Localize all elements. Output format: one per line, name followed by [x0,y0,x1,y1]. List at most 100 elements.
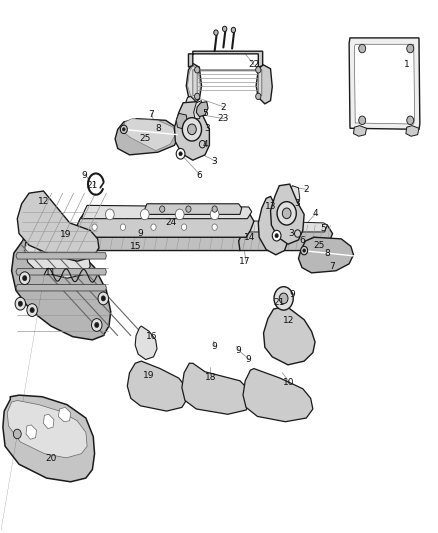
Circle shape [214,30,218,35]
Polygon shape [76,211,254,237]
Text: 3: 3 [294,199,300,208]
Polygon shape [406,126,419,136]
Polygon shape [7,400,87,458]
Circle shape [279,293,288,304]
Polygon shape [16,253,106,259]
Polygon shape [135,326,157,360]
Text: 14: 14 [244,233,255,242]
Text: 2: 2 [304,185,309,194]
Circle shape [194,93,200,100]
Circle shape [300,246,307,255]
Circle shape [407,116,414,125]
Text: 23: 23 [218,114,229,123]
Circle shape [212,224,217,230]
Polygon shape [17,191,99,261]
Circle shape [123,128,125,131]
Circle shape [176,149,185,159]
Text: 9: 9 [211,342,217,351]
Circle shape [22,276,27,281]
Circle shape [101,296,106,301]
Text: 9: 9 [246,355,251,364]
Circle shape [223,26,227,31]
Circle shape [256,93,261,100]
Polygon shape [81,205,252,219]
Polygon shape [77,221,245,232]
Polygon shape [43,414,54,429]
Circle shape [182,118,201,141]
Circle shape [95,322,99,328]
Polygon shape [182,364,251,414]
Polygon shape [353,126,367,136]
Polygon shape [258,196,288,255]
Circle shape [13,429,21,439]
Polygon shape [188,51,263,67]
Text: 5: 5 [320,224,326,233]
Circle shape [212,206,217,212]
Polygon shape [184,96,199,124]
Circle shape [303,249,305,252]
Text: 8: 8 [155,124,161,133]
Circle shape [256,67,261,73]
Polygon shape [193,70,262,96]
Circle shape [141,209,149,220]
Polygon shape [58,407,71,422]
Circle shape [210,209,219,220]
Text: 17: 17 [240,257,251,265]
Circle shape [98,292,109,305]
Circle shape [283,208,291,219]
Text: 19: 19 [60,230,71,239]
Text: 13: 13 [265,203,276,212]
Circle shape [272,230,281,241]
Text: 12: 12 [38,197,49,206]
Circle shape [359,116,366,125]
Polygon shape [3,395,95,482]
Circle shape [277,201,296,225]
Polygon shape [12,233,111,340]
Polygon shape [187,66,200,101]
Polygon shape [303,237,351,270]
Polygon shape [174,102,209,160]
Text: 4: 4 [312,209,318,218]
Circle shape [18,301,22,306]
Text: 1: 1 [404,60,410,69]
Polygon shape [176,114,187,130]
Text: 25: 25 [313,241,324,250]
Text: 9: 9 [81,171,88,180]
Polygon shape [26,425,36,439]
Text: 9: 9 [236,346,241,355]
Text: 6: 6 [299,237,305,246]
Polygon shape [196,102,208,117]
Text: 25: 25 [139,134,151,143]
Text: 12: 12 [283,316,294,325]
Text: 8: 8 [325,249,330,258]
Text: 7: 7 [148,110,154,119]
Text: 3: 3 [212,157,218,166]
Polygon shape [264,306,315,365]
Text: 11: 11 [45,269,57,277]
Polygon shape [239,223,332,251]
Text: 21: 21 [274,298,285,307]
Text: 10: 10 [283,378,295,387]
Text: 9: 9 [138,229,143,238]
Circle shape [120,125,127,134]
Text: 19: 19 [143,371,155,380]
Text: 18: 18 [205,373,216,382]
Text: 9: 9 [290,289,295,298]
Polygon shape [186,63,201,103]
Polygon shape [71,223,251,251]
Polygon shape [16,285,106,291]
Circle shape [151,224,156,230]
Polygon shape [256,64,272,104]
Polygon shape [298,237,353,273]
Text: 24: 24 [166,219,177,228]
Circle shape [407,44,414,53]
Polygon shape [354,44,415,124]
Text: 3: 3 [288,229,294,238]
Text: 3: 3 [204,124,210,133]
Circle shape [194,67,200,73]
Circle shape [15,297,25,310]
Text: 2: 2 [221,102,226,111]
Circle shape [275,233,279,238]
Polygon shape [271,184,304,244]
Polygon shape [243,368,313,422]
